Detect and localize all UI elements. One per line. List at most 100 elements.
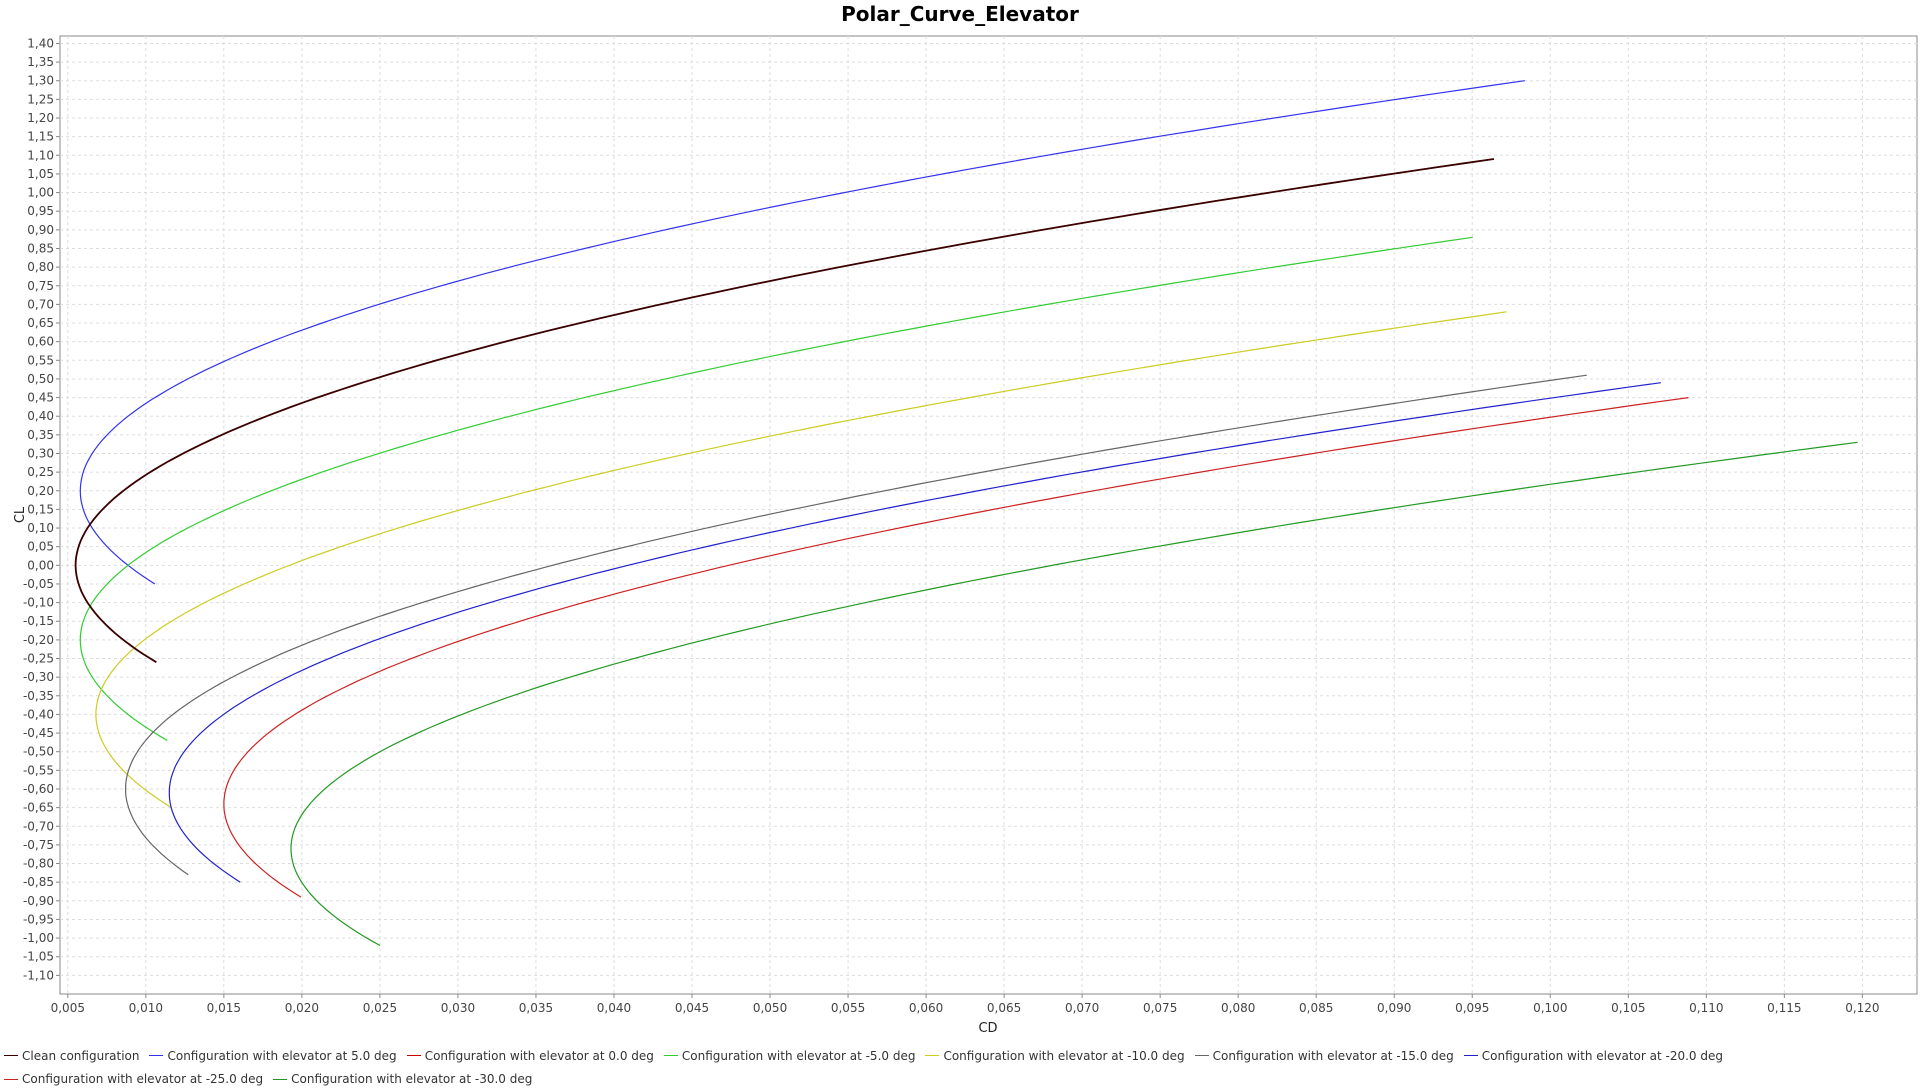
x-tick-label: 0,085 — [1299, 1001, 1333, 1015]
x-tick-label: 0,060 — [909, 1001, 943, 1015]
legend-label: Clean configuration — [22, 1048, 140, 1063]
y-tick-label: 1,35 — [27, 55, 54, 69]
x-tick-label: 0,010 — [129, 1001, 163, 1015]
x-tick-label: 0,035 — [519, 1001, 553, 1015]
y-tick-label: 1,15 — [27, 130, 54, 144]
x-tick-label: 0,075 — [1143, 1001, 1177, 1015]
y-tick-label: -0,20 — [23, 633, 54, 647]
y-tick-label: 0,80 — [27, 260, 54, 274]
x-tick-label: 0,040 — [597, 1001, 631, 1015]
series-line-configuration-with-elevator-at-20-0-deg — [168, 382, 1661, 883]
legend-swatch — [406, 1055, 421, 1056]
y-tick-label: 0,10 — [27, 521, 54, 535]
y-tick-label: 0,95 — [27, 204, 54, 218]
y-tick-label: 0,55 — [27, 353, 54, 367]
legend-swatch — [149, 1055, 164, 1056]
x-tick-label: 0,020 — [285, 1001, 319, 1015]
y-tick-label: 1,05 — [27, 167, 54, 181]
legend-swatch — [4, 1055, 18, 1056]
plot-area — [59, 35, 1918, 995]
x-tick-label: 0,025 — [363, 1001, 397, 1015]
y-tick-label: -0,45 — [23, 726, 54, 740]
y-tick-label: 0,75 — [27, 279, 54, 293]
x-tick-label: 0,045 — [675, 1001, 709, 1015]
series-lines — [74, 80, 1858, 947]
y-tick-label: -0,65 — [23, 801, 54, 815]
y-tick-label: -0,90 — [23, 894, 54, 908]
y-tick-label: -0,80 — [23, 857, 54, 871]
y-tick-label: 0,00 — [27, 558, 54, 572]
series-line-configuration-with-elevator-at-30-0-deg — [290, 441, 1858, 947]
y-tick-label: -1,00 — [23, 931, 54, 945]
legend-swatch — [273, 1078, 288, 1080]
chart-title: Polar_Curve_Elevator — [841, 2, 1079, 26]
legend-label: Configuration with elevator at -10.0 deg — [943, 1048, 1185, 1063]
y-tick-label: 1,10 — [27, 148, 54, 162]
legend-swatch — [663, 1055, 678, 1056]
y-tick-label: 0,90 — [27, 223, 54, 237]
y-tick-label: -0,75 — [23, 838, 54, 852]
legend-item: Configuration with elevator at 0.0 deg — [406, 1046, 654, 1066]
y-tick-label: -0,30 — [23, 670, 54, 684]
series-line-configuration-with-elevator-at-15-0-deg — [124, 374, 1587, 876]
y-tick-label: -1,05 — [23, 950, 54, 964]
y-tick-label: 1,40 — [27, 36, 54, 50]
y-tick-label: -0,85 — [23, 875, 54, 889]
y-tick-label: 1,25 — [27, 92, 54, 106]
y-tick-label: 1,30 — [27, 74, 54, 88]
y-tick-label: 0,65 — [27, 316, 54, 330]
x-tick-label: 0,050 — [753, 1001, 787, 1015]
legend-label: Configuration with elevator at -5.0 deg — [681, 1048, 916, 1063]
y-tick-label: -0,40 — [23, 707, 54, 721]
y-tick-label: 0,40 — [27, 409, 54, 423]
y-tick-label: -0,15 — [23, 614, 54, 628]
y-tick-label: -0,05 — [23, 577, 54, 591]
x-tick-label: 0,120 — [1845, 1001, 1879, 1015]
y-tick-label: 0,25 — [27, 465, 54, 479]
y-tick-label: -0,35 — [23, 689, 54, 703]
y-tick-label: 0,50 — [27, 372, 54, 386]
chart-legend: Clean configuration Configuration with el… — [4, 1042, 1904, 1089]
series-line-configuration-with-elevator-at-10-0-deg — [95, 311, 1507, 809]
y-tick-label: 0,30 — [27, 446, 54, 460]
y-tick-label: 0,20 — [27, 484, 54, 498]
series-line-configuration-with-elevator-at-5-0-deg — [79, 236, 1473, 742]
legend-item: Configuration with elevator at -5.0 deg — [663, 1046, 916, 1066]
legend-swatch — [925, 1055, 940, 1056]
axis-ticks: 0,005 0,010 0,015 0,020 0,025 0,030 0,035 0,040… — [23, 36, 1880, 1015]
y-tick-label: 1,20 — [27, 111, 54, 125]
y-tick-label: 0,35 — [27, 428, 54, 442]
y-tick-label: 0,45 — [27, 391, 54, 405]
legend-item: Configuration with elevator at -10.0 deg — [925, 1046, 1185, 1066]
legend-label: Configuration with elevator at -30.0 deg — [291, 1072, 533, 1086]
x-tick-label: 0,070 — [1065, 1001, 1099, 1015]
y-tick-label: -0,50 — [23, 745, 54, 759]
y-tick-label: 0,15 — [27, 502, 54, 516]
legend-swatch — [1194, 1055, 1209, 1056]
x-tick-label: 0,110 — [1689, 1001, 1723, 1015]
y-tick-label: -0,10 — [23, 596, 54, 610]
legend-label: Configuration with elevator at -20.0 deg — [1481, 1048, 1723, 1063]
y-tick-label: -0,70 — [23, 819, 54, 833]
x-axis-title: CD — [978, 1021, 997, 1036]
legend-swatch — [4, 1078, 18, 1080]
y-tick-label: 0,70 — [27, 297, 54, 311]
y-tick-label: -0,25 — [23, 652, 54, 666]
grid-lines — [60, 36, 1917, 994]
y-tick-label: -0,55 — [23, 763, 54, 777]
x-tick-label: 0,055 — [831, 1001, 865, 1015]
legend-item: Clean configuration — [4, 1046, 139, 1066]
y-axis-title: CL — [13, 506, 28, 523]
y-tick-label: 1,00 — [27, 186, 54, 200]
y-tick-label: -0,95 — [23, 912, 54, 926]
legend-swatch — [1463, 1055, 1478, 1056]
x-tick-label: 0,080 — [1221, 1001, 1255, 1015]
y-tick-label: -1,10 — [23, 968, 54, 982]
legend-item: Configuration with elevator at 5.0 deg — [149, 1046, 397, 1066]
x-tick-label: 0,030 — [441, 1001, 475, 1015]
polar-chart: 0,005 0,010 0,015 0,020 0,025 0,030 0,035 0,040… — [13, 35, 1918, 1036]
x-tick-label: 0,005 — [51, 1001, 85, 1015]
series-line-configuration-with-elevator-at-5-0-deg — [79, 80, 1525, 585]
legend-label: Configuration with elevator at 0.0 deg — [424, 1048, 654, 1063]
y-tick-label: 0,85 — [27, 241, 54, 255]
